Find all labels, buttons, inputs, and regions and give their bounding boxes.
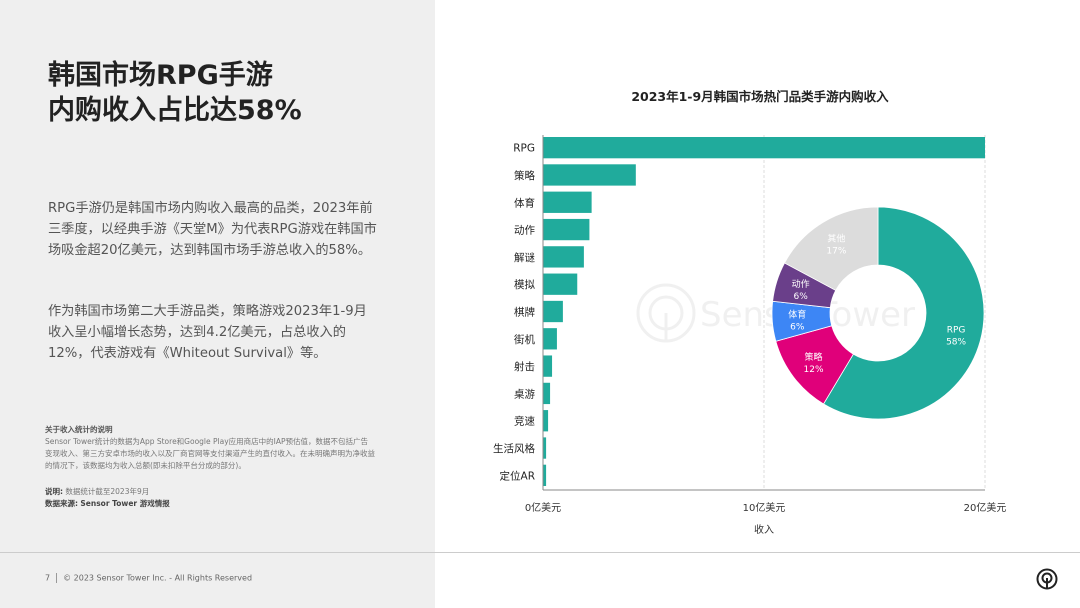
bar-桌游 bbox=[543, 382, 551, 405]
paragraph-strategy: 作为韩国市场第二大手游品类，策略游戏2023年1-9月收入呈小幅增长态势，达到4… bbox=[48, 304, 367, 361]
slice-label: 策略 bbox=[805, 351, 823, 363]
source-text: Sensor Tower 游戏情报 bbox=[80, 499, 170, 508]
category-label: 动作 bbox=[514, 225, 535, 237]
slice-percent: 17% bbox=[826, 247, 846, 257]
x-tick-label: 10亿美元 bbox=[743, 501, 786, 514]
category-label: 桌游 bbox=[514, 387, 535, 400]
bar-策略 bbox=[543, 164, 636, 186]
explain-text: 数据统计截至2023年9月 bbox=[65, 487, 150, 496]
slice-percent: 58% bbox=[946, 338, 966, 348]
footer-divider bbox=[0, 552, 1080, 553]
category-label: 策略 bbox=[514, 169, 535, 182]
paragraph-rpg: RPG手游仍是韩国市场内购收入最高的品类，2023年前三季度，以经典手游《天堂M… bbox=[48, 201, 377, 258]
meta-info: 说明: 数据统计截至2023年9月 数据来源: Sensor Tower 游戏情… bbox=[45, 486, 170, 510]
bar-竞速 bbox=[543, 410, 549, 432]
note-body: Sensor Tower统计的数据为App Store和Google Play应… bbox=[45, 437, 375, 470]
bar-生活风格 bbox=[543, 437, 547, 459]
x-tick-label: 20亿美元 bbox=[964, 501, 1007, 514]
bar-棋牌 bbox=[543, 300, 563, 323]
category-label: 解谜 bbox=[514, 251, 535, 264]
copyright: © 2023 Sensor Tower Inc. - All Rights Re… bbox=[63, 573, 253, 583]
slice-label: 动作 bbox=[792, 278, 810, 290]
explain-label: 说明: bbox=[45, 487, 63, 496]
source-label: 数据来源: bbox=[45, 499, 78, 508]
bar-模拟 bbox=[543, 273, 578, 295]
note-title: 关于收入统计的说明 bbox=[45, 425, 113, 434]
left-panel: 韩国市场RPG手游 内购收入占比达58% RPG手游仍是韩国市场内购收入最高的品… bbox=[0, 0, 435, 608]
category-label: 街机 bbox=[514, 333, 535, 346]
category-label: 射击 bbox=[514, 360, 535, 373]
bar-RPG bbox=[543, 137, 985, 159]
slice-label: 其他 bbox=[827, 233, 845, 245]
x-tick-label: 0亿美元 bbox=[525, 501, 561, 514]
bar-定位AR bbox=[543, 464, 547, 486]
title-line-2: 内购收入占比达58% bbox=[48, 95, 302, 126]
category-label: 体育 bbox=[514, 196, 535, 209]
revenue-note: 关于收入统计的说明 Sensor Tower统计的数据为App Store和Go… bbox=[45, 424, 375, 472]
slice-percent: 6% bbox=[790, 322, 805, 332]
category-label: 模拟 bbox=[514, 278, 535, 291]
page-number: 7 bbox=[45, 573, 51, 583]
slice-label: RPG bbox=[947, 326, 966, 336]
x-axis-label: 收入 bbox=[754, 523, 774, 536]
bar-射击 bbox=[543, 355, 553, 377]
title-line-1: 韩国市场RPG手游 bbox=[48, 60, 273, 91]
bar-街机 bbox=[543, 328, 557, 350]
slice-percent: 12% bbox=[804, 365, 824, 375]
category-label: RPG bbox=[513, 143, 535, 155]
bar-动作 bbox=[543, 218, 590, 241]
bar-解谜 bbox=[543, 246, 584, 268]
page-title: 韩国市场RPG手游 内购收入占比达58% bbox=[48, 58, 302, 128]
chart-title: 2023年1-9月韩国市场热门品类手游内购收入 bbox=[631, 89, 889, 104]
category-label: 定位AR bbox=[500, 469, 535, 482]
sensor-tower-logo-icon bbox=[1036, 568, 1058, 590]
category-label: 生活风格 bbox=[493, 442, 535, 455]
category-label: 棋牌 bbox=[514, 306, 535, 319]
footer: 7 © 2023 Sensor Tower Inc. - All Rights R… bbox=[45, 573, 252, 583]
donut-slice-RPG bbox=[823, 206, 985, 420]
category-label: 竞速 bbox=[514, 415, 535, 428]
bar-体育 bbox=[543, 191, 592, 213]
slice-label: 体育 bbox=[788, 308, 806, 320]
donut-slice-其他 bbox=[784, 206, 879, 291]
slice-percent: 6% bbox=[794, 292, 809, 302]
